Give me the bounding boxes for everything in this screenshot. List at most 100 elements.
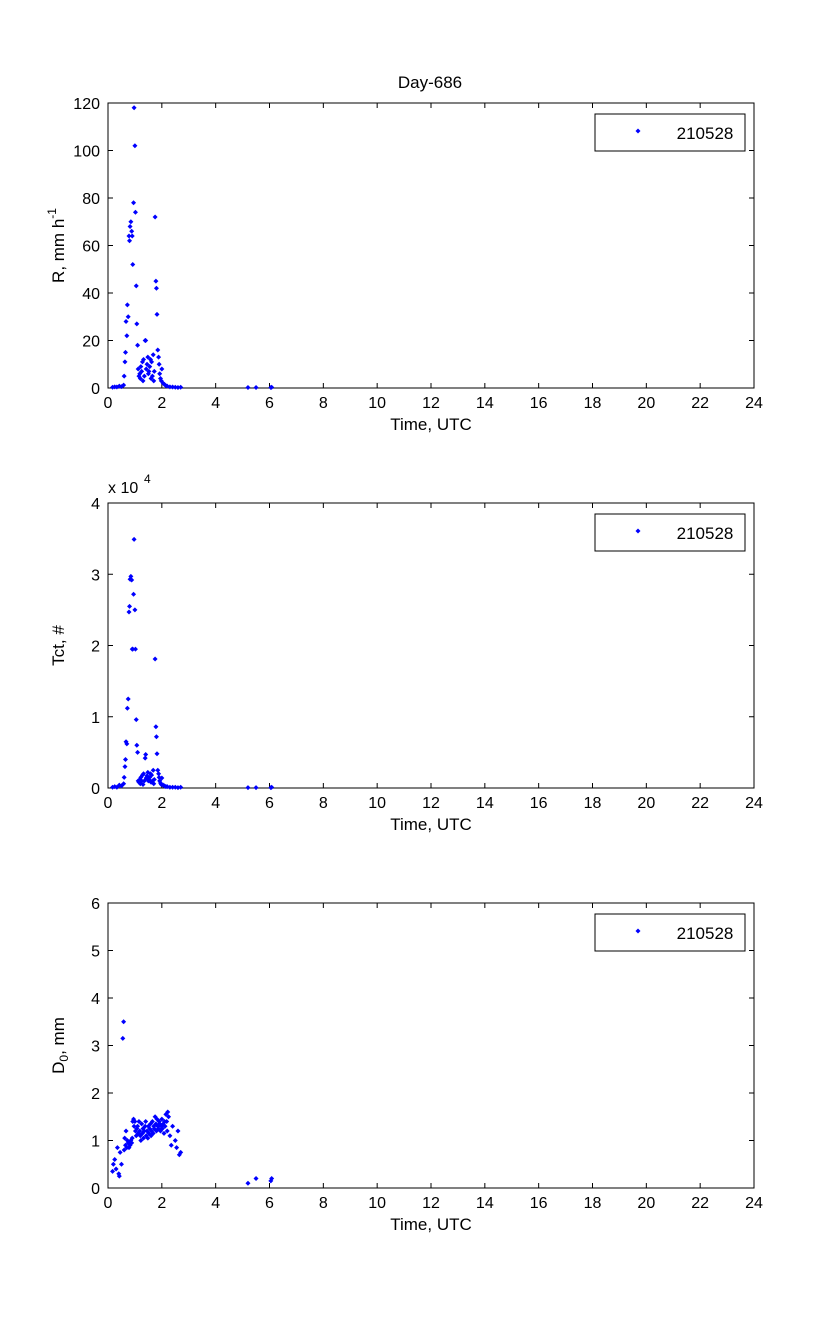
y-tick-label: 1	[91, 1134, 100, 1151]
data-point	[131, 1123, 137, 1129]
x-tick-label: 2	[157, 795, 166, 812]
data-point	[127, 603, 133, 609]
data-point	[153, 724, 159, 730]
x-axis-label: Time, UTC	[390, 815, 472, 834]
figure-title: Day-686	[398, 73, 462, 92]
x-tick-label: 24	[745, 395, 763, 412]
data-point	[131, 105, 137, 111]
x-tick-label: 24	[745, 795, 763, 812]
y-axis-label: R, mm h-1	[45, 208, 68, 283]
data-point	[131, 591, 137, 597]
y-tick-label: 4	[91, 991, 100, 1008]
data-point	[132, 1119, 138, 1124]
data-point	[167, 1133, 173, 1139]
data-point	[131, 536, 137, 542]
data-point	[155, 347, 161, 353]
data-point	[172, 1138, 178, 1143]
data-point	[159, 1116, 165, 1122]
data-point	[157, 371, 163, 377]
legend-label: 210528	[677, 124, 734, 143]
data-point	[138, 364, 144, 370]
data-point	[121, 382, 127, 388]
y-tick-exponent: x 10	[108, 480, 138, 497]
data-point	[253, 385, 259, 391]
data-point	[134, 321, 140, 327]
data-point	[146, 368, 152, 374]
y-tick-label: 2	[91, 639, 100, 656]
data-point	[124, 302, 130, 308]
x-tick-label: 18	[584, 395, 602, 412]
x-tick-label: 10	[368, 395, 386, 412]
data-point	[138, 1138, 144, 1143]
data-point	[151, 781, 157, 787]
data-point	[253, 785, 259, 791]
data-point	[121, 774, 127, 780]
data-point	[121, 1019, 127, 1025]
data-point	[113, 1166, 119, 1172]
data-point	[116, 1173, 122, 1179]
data-point	[128, 573, 134, 579]
data-point	[125, 314, 131, 320]
data-point	[150, 767, 156, 773]
data-point	[132, 607, 138, 613]
data-point	[130, 262, 136, 267]
data-point	[143, 1119, 149, 1124]
x-tick-label: 8	[319, 1195, 328, 1212]
data-point	[124, 741, 130, 747]
x-tick-label: 0	[104, 1195, 113, 1212]
data-point	[152, 656, 158, 662]
legend-box	[594, 513, 746, 552]
data-point	[122, 764, 128, 770]
data-point	[141, 1135, 147, 1141]
x-tick-label: 6	[265, 395, 274, 412]
legend-label: 210528	[677, 524, 734, 543]
x-tick-label: 0	[104, 795, 113, 812]
data-point	[135, 366, 141, 372]
x-tick-label: 10	[368, 795, 386, 812]
data-point	[118, 1161, 124, 1167]
x-tick-label: 22	[691, 795, 709, 812]
data-point	[245, 385, 251, 391]
y-tick-label: 0	[91, 381, 100, 398]
y-axis-label: D0, mm	[49, 1017, 71, 1074]
y-tick-label: 0	[91, 781, 100, 798]
data-point	[167, 784, 173, 790]
data-point	[170, 784, 176, 790]
data-point	[126, 609, 132, 615]
data-point	[124, 333, 130, 339]
data-point	[141, 373, 147, 379]
y-tick-label: 1	[91, 710, 100, 727]
data-point	[149, 772, 155, 778]
x-tick-label: 4	[211, 1195, 220, 1212]
data-point	[178, 384, 184, 390]
data-point	[159, 775, 165, 781]
x-tick-label: 20	[637, 1195, 655, 1212]
data-point	[143, 338, 149, 343]
data-point	[121, 781, 127, 787]
data-point	[140, 378, 146, 384]
data-point	[141, 771, 147, 777]
data-point	[156, 771, 162, 777]
data-point	[110, 1168, 116, 1174]
data-point	[121, 373, 127, 379]
y-tick-label: 3	[91, 1039, 100, 1056]
x-tick-label: 14	[476, 795, 494, 812]
data-point	[178, 784, 184, 790]
data-point	[120, 1035, 126, 1041]
data-point	[149, 1119, 155, 1124]
y-tick-label: 20	[82, 334, 100, 351]
legend-marker	[635, 928, 641, 934]
data-point	[269, 384, 275, 390]
data-point	[122, 1135, 128, 1141]
data-point	[135, 342, 141, 348]
data-point	[133, 717, 139, 723]
data-point	[137, 1128, 143, 1134]
data-point	[142, 755, 148, 761]
data-point	[159, 1126, 165, 1132]
data-point	[156, 354, 162, 360]
data-point	[137, 376, 143, 381]
data-point	[151, 368, 157, 374]
x-tick-label: 14	[476, 1195, 494, 1212]
data-point	[245, 785, 251, 791]
data-point	[245, 1180, 251, 1186]
